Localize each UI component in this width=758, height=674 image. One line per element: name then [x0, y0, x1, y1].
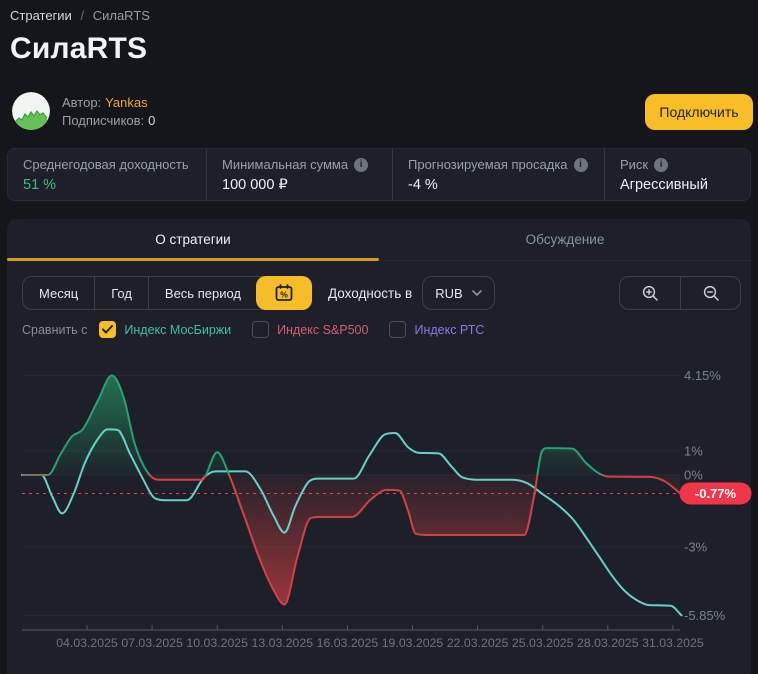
info-icon[interactable]: i — [354, 157, 369, 172]
currency-label: Доходность в — [327, 285, 413, 301]
stat-risk-label: Риск — [620, 157, 649, 172]
currency-value: RUB — [435, 285, 463, 301]
x-axis-label: 28.03.2025 — [577, 636, 639, 650]
avatar[interactable] — [12, 92, 50, 130]
stat-risk: Риск i Агрессивный — [604, 149, 750, 200]
checkbox-rts[interactable] — [389, 321, 407, 338]
strategy-area-positive — [21, 375, 681, 475]
stat-min-amount-label: Минимальная сумма — [222, 157, 349, 172]
stat-drawdown-value: -4 % — [408, 177, 438, 193]
compare-label: Сравнить с — [22, 322, 88, 337]
breadcrumb: Стратегии / СилаRTS — [10, 8, 150, 23]
stat-annual-return-value: 51 % — [23, 177, 57, 193]
y-axis-labels: 4.15% 1% 0% -3% -5.85% — [684, 368, 726, 623]
compare-option-sp500[interactable]: Индекс S&P500 — [252, 321, 368, 338]
x-axis-label: 10.03.2025 — [186, 636, 248, 650]
x-axis-label: 31.03.2025 — [642, 636, 704, 650]
compare-option-rts-label: Индекс РТС — [414, 322, 485, 337]
period-segmented-control: Месяц Год Весь период % — [22, 276, 312, 310]
x-axis-label: 22.03.2025 — [447, 636, 509, 650]
stat-annual-return-label: Среднегодовая доходность — [23, 157, 189, 172]
current-value-badge: -0.77% — [679, 482, 752, 505]
tab-bar: О стратегии Обсуждение — [7, 219, 751, 261]
author-name-link[interactable]: Yankas — [105, 95, 148, 110]
strategy-area-negative — [21, 475, 681, 605]
compare-option-sp500-label: Индекс S&P500 — [277, 322, 369, 337]
checkbox-moex[interactable] — [99, 321, 117, 338]
tab-about-strategy[interactable]: О стратегии — [155, 232, 231, 247]
y-axis-label: -5.85% — [684, 608, 726, 623]
svg-text:%: % — [280, 290, 288, 300]
compare-option-rts[interactable]: Индекс РТС — [389, 321, 484, 338]
stat-min-amount-value: 100 000 ₽ — [222, 177, 288, 193]
author-label: Автор: — [62, 95, 102, 110]
performance-chart[interactable]: 04.03.2025 07.03.2025 10.03.2025 13.03.2025… — [0, 350, 758, 674]
author-block: Автор: Yankas Подписчиков: 0 — [62, 94, 155, 130]
stats-card: Среднегодовая доходность 51 % Минимальна… — [7, 148, 751, 201]
period-all-button[interactable]: Весь период — [147, 277, 257, 309]
currency-select[interactable]: RUB — [422, 276, 495, 310]
calendar-percent-icon: % — [275, 284, 293, 301]
y-axis-label: 4.15% — [684, 368, 721, 383]
x-axis-label: 07.03.2025 — [121, 636, 183, 650]
tab-discussion[interactable]: Обсуждение — [525, 232, 605, 247]
compare-option-moex-label: Индекс МосБиржи — [124, 322, 232, 337]
checkbox-sp500[interactable] — [252, 321, 270, 338]
subscribers-count: 0 — [148, 113, 156, 128]
breadcrumb-strategies-link[interactable]: Стратегии — [10, 8, 72, 23]
stat-annual-return: Среднегодовая доходность 51 % — [8, 149, 206, 200]
strategy-line-positive — [21, 374, 606, 475]
stat-drawdown-label: Прогнозируемая просадка — [408, 157, 568, 172]
info-icon[interactable]: i — [654, 157, 669, 172]
x-axis-label: 16.03.2025 — [317, 636, 379, 650]
compare-row: Сравнить с Индекс МосБиржи Индекс S&P500… — [22, 321, 505, 338]
stat-min-amount: Минимальная сумма i 100 000 ₽ — [206, 149, 392, 200]
subscribers-label: Подписчиков: — [62, 113, 145, 128]
page-title: СилаRTS — [10, 32, 148, 65]
index-moex-line — [20, 428, 683, 617]
check-icon — [102, 325, 114, 334]
strategy-line-negative — [21, 475, 682, 606]
period-custom-calendar-button[interactable]: % — [255, 276, 312, 310]
y-axis-label: 1% — [684, 444, 703, 459]
info-icon[interactable]: i — [573, 157, 588, 172]
zoom-out-button[interactable] — [680, 277, 740, 309]
connect-button[interactable]: Подключить — [645, 94, 753, 130]
zoom-in-button[interactable] — [620, 277, 680, 309]
compare-option-moex[interactable]: Индекс МосБиржи — [99, 321, 231, 338]
x-axis-label: 19.03.2025 — [382, 636, 444, 650]
zoom-in-icon — [642, 285, 658, 301]
breadcrumb-current: СилаRTS — [92, 8, 150, 23]
x-axis-label: 13.03.2025 — [252, 636, 314, 650]
avatar-chart-icon — [12, 92, 50, 130]
zoom-out-icon — [703, 285, 719, 301]
period-year-button[interactable]: Год — [94, 277, 148, 309]
y-axis-label: -3% — [684, 540, 708, 555]
chart-zoom-controls — [619, 276, 741, 310]
chart-toolbar: Месяц Год Весь период % Доходность в RUB — [22, 276, 741, 310]
x-axis-label: 04.03.2025 — [56, 636, 118, 650]
chevron-down-icon — [471, 290, 482, 296]
breadcrumb-separator: / — [80, 8, 85, 23]
y-axis-label: 0% — [684, 468, 703, 483]
x-axis: 04.03.2025 07.03.2025 10.03.2025 13.03.2025… — [22, 625, 704, 650]
stat-risk-value: Агрессивный — [620, 177, 708, 193]
active-tab-underline — [7, 258, 379, 261]
stat-drawdown: Прогнозируемая просадка i -4 % — [392, 149, 604, 200]
x-axis-label: 25.03.2025 — [512, 636, 574, 650]
period-month-button[interactable]: Месяц — [39, 285, 79, 301]
svg-text:-0.77%: -0.77% — [695, 486, 737, 501]
